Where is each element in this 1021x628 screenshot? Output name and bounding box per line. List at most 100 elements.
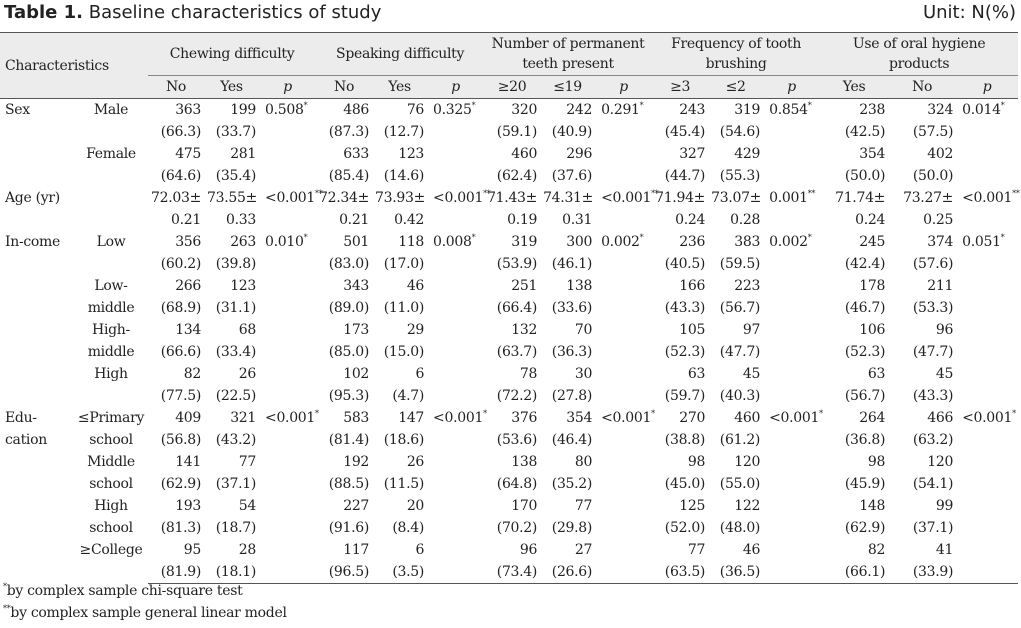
percent-cell: (33.6) [551, 300, 593, 316]
count-cell: 70 [540, 319, 595, 341]
count-cell: 327 [652, 143, 708, 165]
subheader-category: No [148, 75, 205, 99]
percent-cell: 0.21 [171, 212, 202, 228]
percent-cell: (64.8) [496, 476, 538, 492]
count-cell: 98 [652, 451, 708, 473]
count-cell: 376 [484, 407, 540, 429]
baseline-table: Characteristics Chewing difficulty Speak… [0, 32, 1020, 584]
count-cell: 281 [204, 143, 259, 165]
p-value-cell [956, 143, 1018, 165]
count-value: 70 [574, 322, 593, 338]
percent-cell: (18.1) [204, 561, 260, 584]
count-cell: 45 [708, 363, 763, 385]
p-value-cell [259, 539, 316, 561]
count-cell: 583 [316, 407, 372, 429]
count-value: 73.27± [903, 190, 954, 206]
significance-mark: * [819, 409, 823, 418]
count-value: 71.94± [655, 190, 706, 206]
p-value-cell: <0.001* [259, 407, 319, 429]
count-cell: 148 [820, 495, 888, 517]
percent-cell: (72.2) [496, 388, 538, 404]
p-value-cell: 0.001** [763, 187, 820, 209]
row-subcategory: Male [93, 102, 129, 118]
count-value: 41 [935, 542, 954, 558]
subheader-category: ≤19 [540, 75, 596, 99]
count-cell: 138 [540, 275, 595, 297]
count-value: 134 [175, 322, 202, 338]
table-row: Middle school 141 77 192 26 138 80 98 120 98 120 [0, 451, 1018, 492]
count-cell: 236 [652, 231, 708, 253]
percent-cell: (96.5) [316, 561, 373, 584]
percent-cell: (54.1) [912, 476, 954, 492]
p-value-cell: 0.002* [595, 231, 652, 253]
row-subcategory: ≥College [79, 542, 143, 558]
p-value-spacer [956, 297, 1018, 319]
percent-cell: (43.3) [664, 300, 706, 316]
table-row-continued: (64.6) (35.4) (85.4) (14.6) (62.4) (37.6) (44.… [0, 165, 1018, 187]
percent-cell: (52.3) [844, 344, 886, 360]
count-value: 63 [687, 366, 706, 382]
count-value: 45 [742, 366, 761, 382]
significance-mark: * [1000, 233, 1005, 242]
count-cell: 138 [484, 451, 540, 473]
p-value-cell: 0.008* [427, 231, 484, 253]
p-value-cell [956, 363, 1018, 385]
count-cell: 238 [820, 99, 888, 122]
p-value-spacer [259, 341, 316, 363]
significance-mark: * [1000, 101, 1005, 110]
subheader-category: ≥3 [652, 75, 709, 99]
row-category: Edu-cation [5, 410, 47, 448]
p-value: 0.014 [962, 102, 1001, 118]
count-cell: 73.55± [204, 187, 259, 209]
count-value: 117 [343, 542, 370, 558]
p-value: <0.001 [601, 410, 652, 426]
footnote-text: by complex sample chi-square test [6, 583, 243, 599]
percent-cell: (53.3) [912, 300, 954, 316]
percent-cell: (81.9) [148, 561, 205, 584]
p-value-spacer [427, 165, 484, 187]
count-value: 354 [859, 146, 886, 162]
percent-cell: 0.25 [923, 212, 954, 228]
p-value-spacer [763, 209, 820, 231]
p-value-spacer [956, 473, 1018, 495]
p-value-spacer [259, 561, 317, 584]
percent-cell: (48.0) [719, 520, 761, 536]
count-value: 96 [519, 542, 538, 558]
p-value-spacer [763, 253, 820, 275]
significance-mark: ** [807, 189, 816, 198]
count-cell: 242 [540, 99, 595, 122]
p-value: 0.508 [265, 102, 304, 118]
count-value: 460 [734, 410, 761, 426]
p-value-cell [763, 451, 820, 473]
p-value-spacer [763, 297, 820, 319]
header-tooth-brushing: Frequency of tooth brushing [652, 32, 821, 76]
count-value: 73.93± [375, 190, 426, 206]
count-cell: 166 [652, 275, 708, 297]
count-cell: 429 [708, 143, 763, 165]
row-subcategory [74, 187, 148, 231]
subheader-category: No [888, 75, 957, 99]
unit-label: Unit: N(%) [922, 2, 1016, 23]
count-value: 71.74± [835, 190, 886, 206]
p-value: <0.001 [433, 410, 484, 426]
row-category [0, 495, 74, 539]
percent-cell: (37.6) [551, 168, 593, 184]
p-value-cell [259, 495, 316, 517]
p-value-spacer [259, 121, 316, 143]
count-value: 96 [935, 322, 954, 338]
percent-cell: (3.5) [372, 561, 428, 584]
p-value-spacer [595, 473, 652, 495]
row-category [0, 451, 74, 495]
p-value-cell [763, 143, 820, 165]
count-cell: 125 [652, 495, 708, 517]
footnote-chi-square: *by complex sample chi-square test [3, 582, 243, 600]
count-value: 98 [867, 454, 886, 470]
footnote-text: by complex sample general linear model [10, 605, 287, 621]
percent-cell: (47.7) [912, 344, 954, 360]
count-cell: 251 [484, 275, 540, 297]
p-value-spacer [259, 165, 316, 187]
p-value-cell [259, 275, 316, 297]
p-value-spacer [427, 209, 484, 231]
significance-mark: * [303, 233, 308, 242]
footnote-mark: * [3, 582, 7, 591]
